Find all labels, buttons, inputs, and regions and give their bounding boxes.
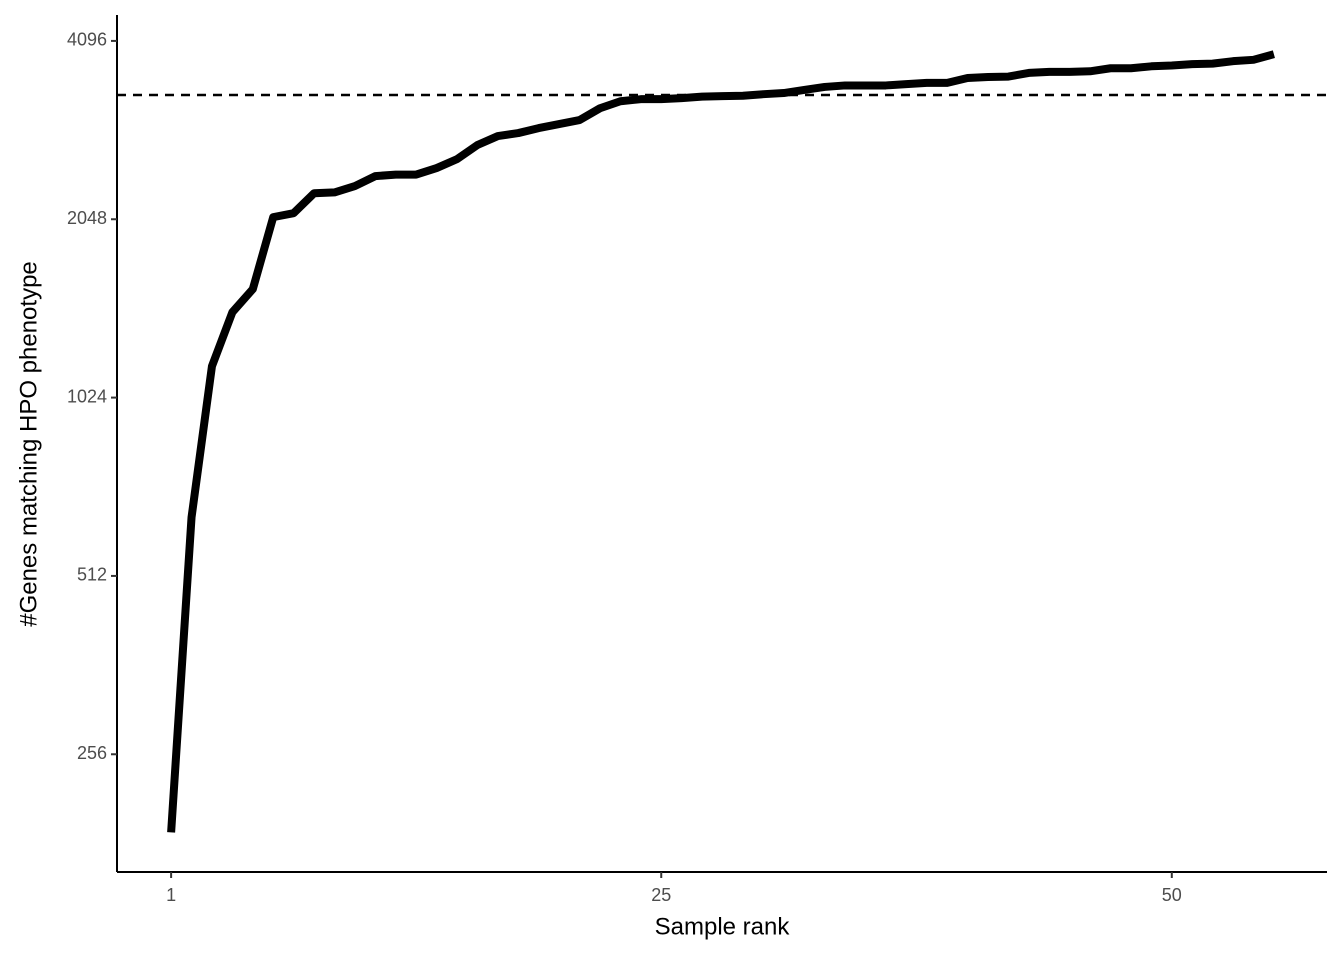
data-line (167, 50, 1275, 833)
y-tick-label: 1024 (67, 386, 107, 406)
y-tick-label: 512 (77, 565, 107, 585)
x-tick-label: 1 (166, 885, 176, 905)
y-tick-label: 4096 (67, 30, 107, 50)
y-axis-title: #Genes matching HPO phenotype (15, 261, 42, 627)
x-tick-label: 50 (1162, 885, 1182, 905)
y-tick-label: 2048 (67, 208, 107, 228)
x-axis-title: Sample rank (655, 913, 791, 940)
y-tick-label: 256 (77, 743, 107, 763)
x-tick-label: 25 (651, 885, 671, 905)
